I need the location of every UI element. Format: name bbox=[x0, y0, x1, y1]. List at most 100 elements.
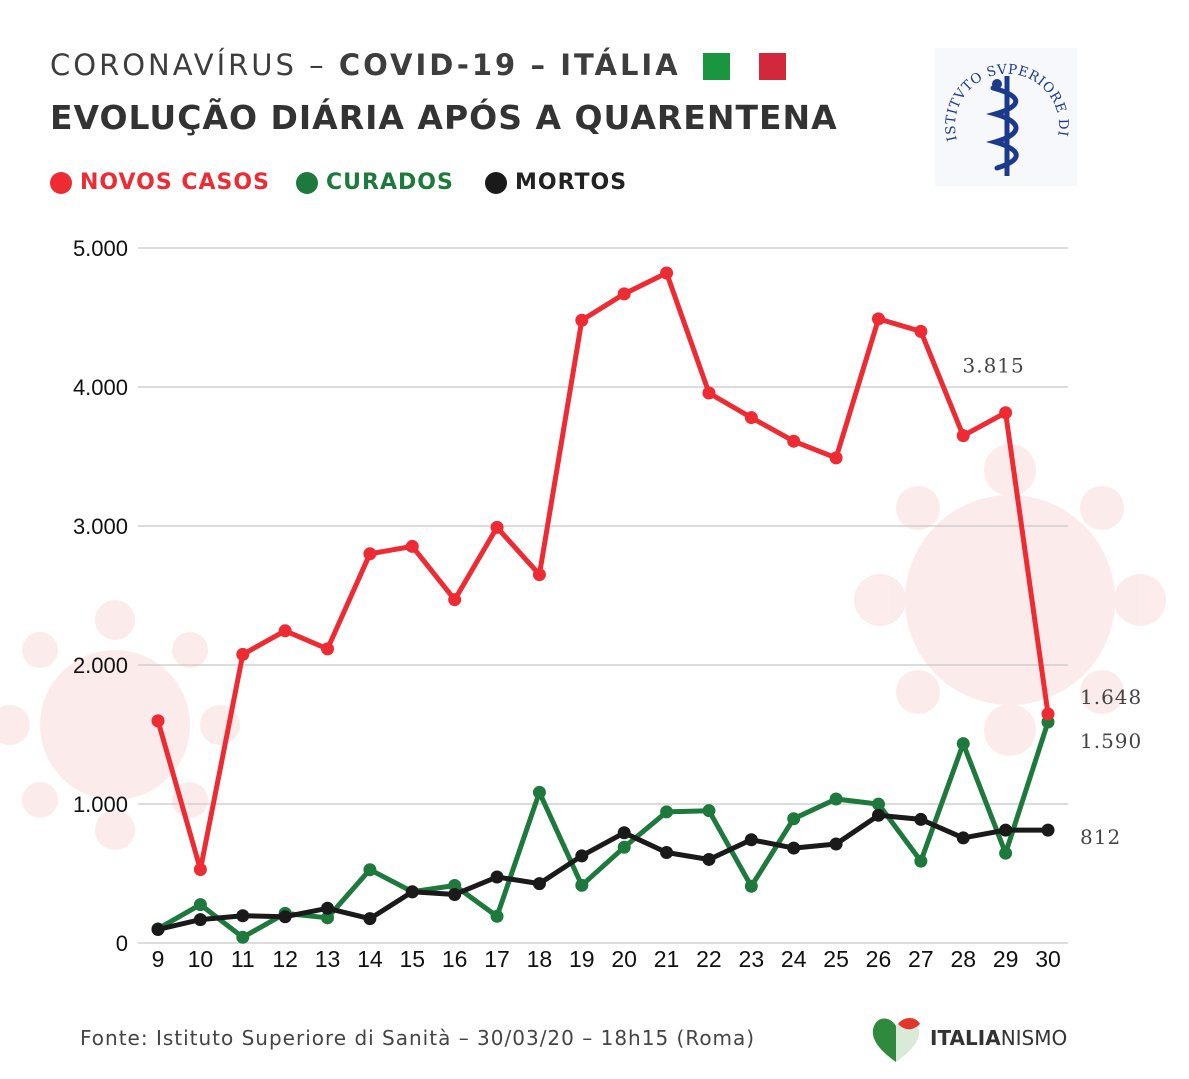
data-point-curados bbox=[363, 863, 377, 877]
data-point-novos-casos bbox=[702, 386, 716, 400]
source-note: Fonte: Istituto Superiore di Sanità – 30… bbox=[80, 1026, 756, 1050]
data-point-mortos bbox=[448, 887, 462, 901]
data-label: 1.590 bbox=[1080, 729, 1142, 753]
data-point-curados bbox=[744, 879, 758, 893]
x-tick-label: 9 bbox=[152, 946, 165, 972]
series-line-mortos bbox=[155, 812, 1051, 932]
x-tick-label: 14 bbox=[357, 946, 383, 972]
data-point-novos-casos bbox=[405, 539, 419, 553]
data-point-curados bbox=[914, 854, 928, 868]
data-point-mortos bbox=[744, 833, 758, 847]
data-label: 1.648 bbox=[1080, 685, 1142, 709]
data-point-mortos bbox=[999, 823, 1013, 837]
data-point-mortos bbox=[956, 831, 970, 845]
legend-item-mortos: MORTOS bbox=[485, 170, 627, 195]
x-tick-label: 27 bbox=[908, 946, 934, 972]
data-point-mortos bbox=[490, 870, 504, 884]
data-point-mortos bbox=[321, 901, 335, 915]
x-tick-label: 30 bbox=[1035, 946, 1061, 972]
data-point-novos-casos bbox=[151, 714, 165, 728]
data-label: 3.815 bbox=[962, 354, 1024, 378]
data-point-novos-casos bbox=[490, 520, 504, 534]
x-tick-label: 22 bbox=[696, 946, 722, 972]
legend-label: CURADOS bbox=[326, 170, 454, 195]
brand-bold: ITALIA bbox=[930, 1026, 1001, 1050]
chart-subtitle: EVOLUÇÃO DIÁRIA APÓS A QUARENTENA bbox=[50, 98, 838, 137]
y-axis: 0 1.000 2.000 3.000 4.000 5.000 bbox=[73, 236, 128, 956]
italianismo-heart-icon bbox=[872, 1018, 920, 1062]
title-covid: COVID-19 bbox=[338, 48, 519, 82]
data-point-novos-casos bbox=[914, 324, 928, 338]
brand-name: ITALIANISMO bbox=[930, 1026, 1067, 1050]
data-point-curados bbox=[448, 878, 462, 892]
flag-red-square bbox=[759, 53, 786, 80]
x-tick-label: 23 bbox=[739, 946, 765, 972]
x-tick-label: 24 bbox=[781, 946, 807, 972]
data-point-curados bbox=[999, 846, 1013, 860]
data-point-novos-casos bbox=[617, 287, 631, 301]
legend-dot-icon bbox=[485, 171, 507, 194]
data-label: 812 bbox=[1080, 825, 1121, 849]
data-point-curados bbox=[321, 911, 335, 925]
iss-seal-icon: ISTITVTO SVPERIORE DI SANITA bbox=[935, 48, 1077, 186]
data-point-novos-casos bbox=[236, 647, 250, 661]
title-country: ITÁLIA bbox=[560, 48, 681, 82]
data-point-mortos bbox=[532, 877, 546, 891]
legend-label: NOVOS CASOS bbox=[80, 170, 270, 195]
data-point-novos-casos bbox=[1041, 707, 1055, 721]
data-point-novos-casos bbox=[660, 266, 674, 280]
x-tick-label: 21 bbox=[654, 946, 680, 972]
data-point-novos-casos bbox=[956, 429, 970, 443]
data-point-novos-casos bbox=[787, 434, 801, 448]
y-tick-label: 4.000 bbox=[73, 375, 128, 400]
x-tick-label: 13 bbox=[315, 946, 341, 972]
series-lines bbox=[151, 266, 1055, 944]
series-curados bbox=[151, 715, 1055, 944]
data-point-mortos bbox=[914, 812, 928, 826]
data-point-curados bbox=[490, 909, 504, 923]
data-point-curados bbox=[660, 805, 674, 819]
flag-green-square bbox=[703, 53, 730, 80]
legend-item-novos-casos: NOVOS CASOS bbox=[50, 170, 270, 195]
x-tick-label: 29 bbox=[993, 946, 1019, 972]
data-point-novos-casos bbox=[532, 568, 546, 582]
chart-title-line: CORONAVÍRUS – COVID-19 – ITÁLIA bbox=[50, 48, 681, 82]
data-point-mortos bbox=[151, 923, 165, 937]
data-point-curados bbox=[702, 804, 716, 818]
data-labels: 3.815 1.648 1.590 812 bbox=[962, 354, 1142, 849]
y-tick-label: 3.000 bbox=[73, 514, 128, 539]
y-tick-label: 2.000 bbox=[73, 653, 128, 678]
data-point-curados bbox=[575, 878, 589, 892]
data-point-curados bbox=[236, 930, 250, 944]
series-mortos bbox=[151, 808, 1055, 937]
data-point-mortos bbox=[1041, 823, 1055, 837]
x-tick-label: 18 bbox=[527, 946, 553, 972]
x-tick-label: 25 bbox=[823, 946, 849, 972]
data-point-novos-casos bbox=[999, 406, 1013, 420]
data-point-novos-casos bbox=[363, 547, 377, 561]
data-point-novos-casos bbox=[278, 624, 292, 638]
data-point-mortos bbox=[236, 909, 250, 923]
title-prefix: CORONAVÍRUS bbox=[50, 48, 297, 82]
y-tick-label: 5.000 bbox=[73, 236, 128, 261]
data-point-novos-casos bbox=[193, 862, 207, 876]
title-dash: – bbox=[309, 48, 327, 82]
x-axis: 9 10 11 12 13 14 15 16 17 18 19 20 21 22 23 24 25 26 27 28 2… bbox=[152, 946, 1061, 972]
data-point-mortos bbox=[829, 837, 843, 851]
y-tick-label: 1.000 bbox=[73, 792, 128, 817]
data-point-curados bbox=[871, 797, 885, 811]
data-point-mortos bbox=[702, 852, 716, 866]
x-tick-label: 10 bbox=[188, 946, 214, 972]
x-tick-label: 12 bbox=[272, 946, 298, 972]
x-tick-label: 16 bbox=[442, 946, 468, 972]
x-tick-label: 19 bbox=[569, 946, 595, 972]
data-point-mortos bbox=[617, 826, 631, 840]
data-point-mortos bbox=[193, 913, 207, 927]
data-point-novos-casos bbox=[829, 451, 843, 465]
data-point-mortos bbox=[363, 912, 377, 926]
x-tick-label: 20 bbox=[611, 946, 637, 972]
x-tick-label: 15 bbox=[399, 946, 425, 972]
y-tick-label: 0 bbox=[116, 931, 128, 956]
x-tick-label: 17 bbox=[484, 946, 510, 972]
